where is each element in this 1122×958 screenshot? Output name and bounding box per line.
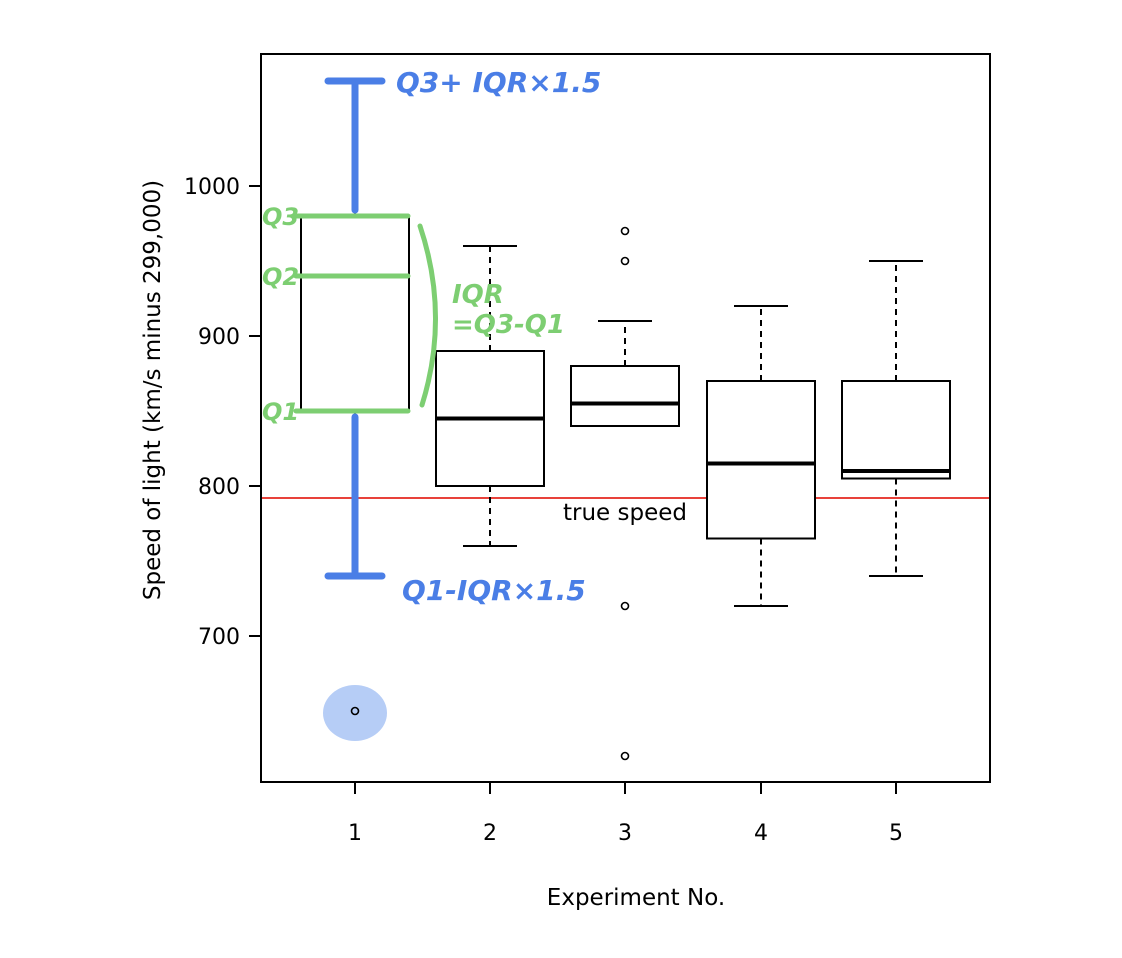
box-3 [570,365,680,427]
q3-annotation: Q3 [262,203,299,231]
true-speed-label: true speed [563,500,687,526]
lower-whisker-annotation: Q1-IQR×1.5 [402,574,586,607]
y-tick-label-700: 700 [198,625,240,650]
annotation-underlay [323,685,387,741]
outlier-point-3-0 [620,751,630,761]
upper-whisker-annotation: Q3+ IQR×1.5 [396,66,601,99]
box-1 [300,215,410,412]
box-group-4 [706,305,816,607]
outlier-highlight-blob [323,685,387,741]
x-tick-label-2: 2 [483,821,497,846]
iqr-annotation-line2: =Q3-Q1 [452,310,565,340]
outlier-point-3-3 [620,226,630,236]
q2-annotation: Q2 [262,263,299,291]
x-tick-label-5: 5 [889,821,903,846]
axes-layer: 700 800 900 1000 1 2 3 4 5 [184,175,903,846]
box-group-2 [435,245,545,547]
box-group-5 [841,260,951,577]
iqr-annotation-line1: IQR [452,280,504,310]
x-axis-label: Experiment No. [547,885,725,911]
x-tick-label-4: 4 [754,821,768,846]
outlier-point-1-0 [350,706,360,716]
q1-annotation: Q1 [262,398,299,426]
box-group-1 [300,80,410,716]
plot-layer: true speed [261,80,990,761]
box-group-3 [570,226,680,761]
y-tick-label-900: 900 [198,325,240,350]
box-4 [706,380,816,540]
x-tick-label-1: 1 [348,821,362,846]
outlier-point-3-1 [620,601,630,611]
annotation-overlay: Q3+ IQR×1.5 Q1-IQR×1.5 Q3 Q2 Q1 IQR=Q3-Q1 [262,66,601,607]
y-tick-label-1000: 1000 [184,175,240,200]
iqr-bracket [417,223,438,408]
y-tick-label-800: 800 [198,475,240,500]
y-axis-label: Speed of light (km/s minus 299,000) [140,180,166,600]
x-tick-label-3: 3 [618,821,632,846]
outlier-point-3-2 [620,256,630,266]
box-5 [841,380,951,480]
